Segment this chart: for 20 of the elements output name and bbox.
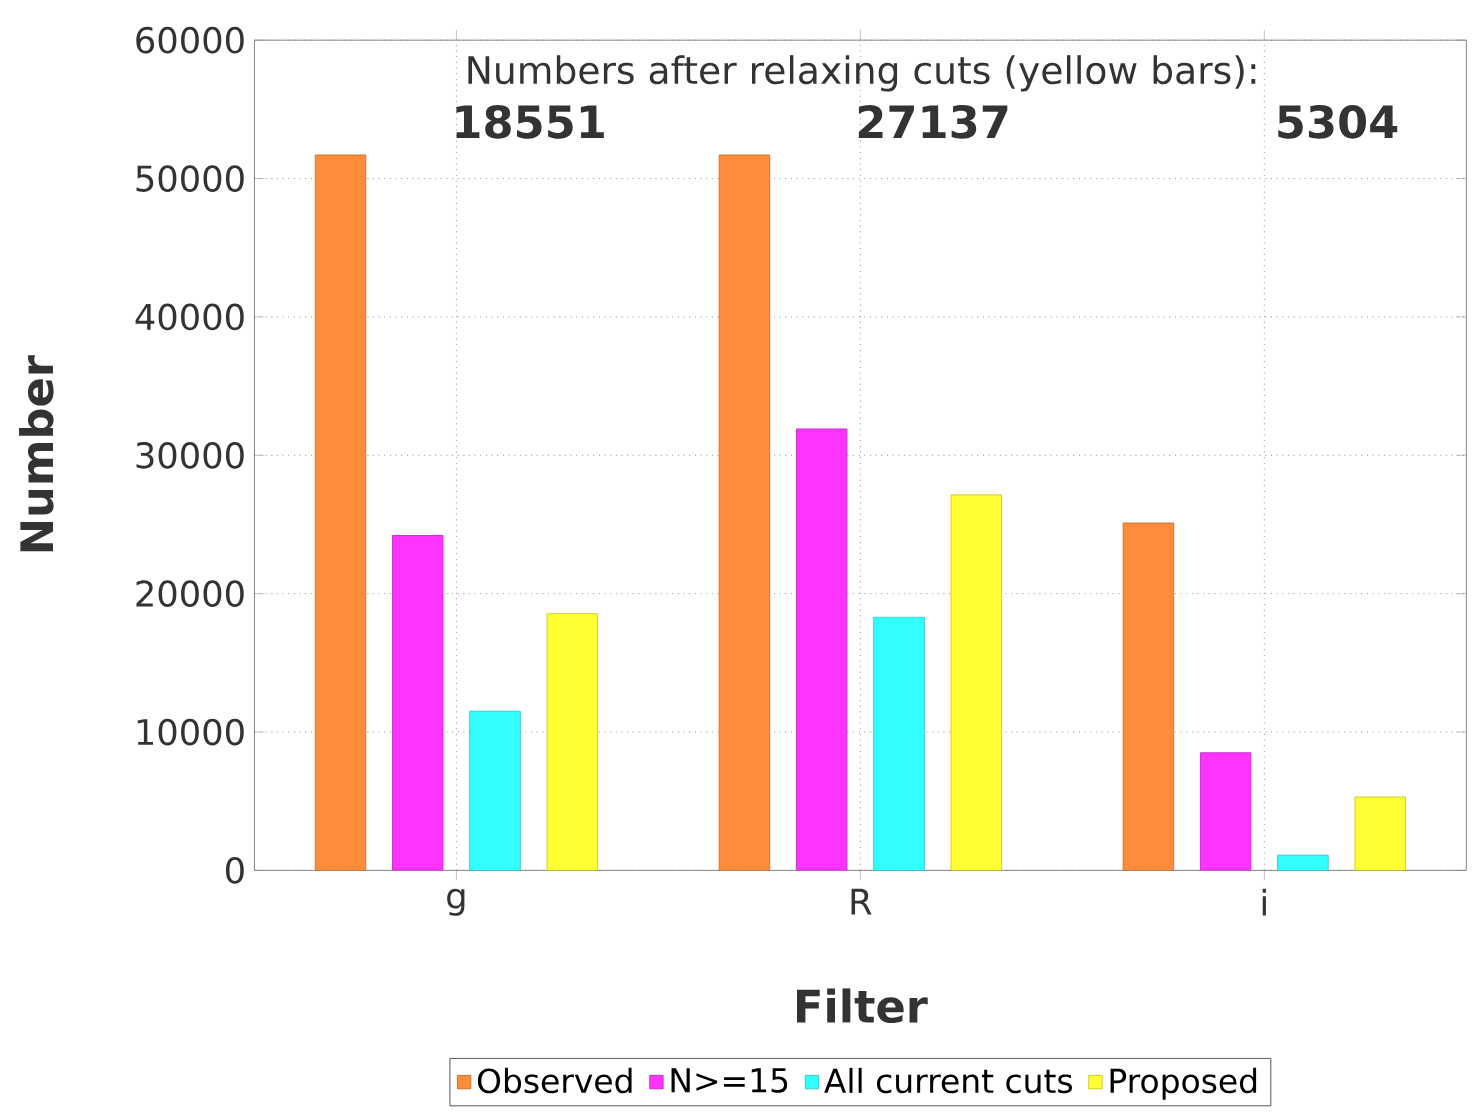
y-tick-label: 10000	[137, 718, 244, 746]
y-axis-title: Number	[19, 355, 54, 552]
legend-label: N>=15	[671, 1068, 788, 1093]
y-tick-label: 20000	[136, 580, 244, 607]
legend-label: All current cuts	[824, 1067, 1072, 1094]
y-tick-label: 30000	[136, 441, 244, 469]
y-tick-label: 50000	[136, 165, 244, 192]
legend-label: Observed	[477, 1067, 632, 1094]
x-tick-label: g	[447, 888, 465, 916]
annotation: 27137	[858, 104, 1008, 139]
annotation: 5304	[1278, 104, 1398, 139]
x-axis-title: Filter	[797, 988, 928, 1023]
y-tick-label: 60000	[136, 26, 244, 54]
x-tick-label: i	[1262, 888, 1266, 916]
legend-label: Proposed	[1110, 1067, 1257, 1100]
annotation: Numbers after relaxing cuts (yellow bars):	[468, 55, 1256, 92]
annotation: 18551	[456, 104, 604, 139]
x-tick-label: R	[851, 888, 872, 915]
y-tick-label: 0	[225, 856, 244, 884]
y-tick-label: 40000	[135, 303, 244, 331]
